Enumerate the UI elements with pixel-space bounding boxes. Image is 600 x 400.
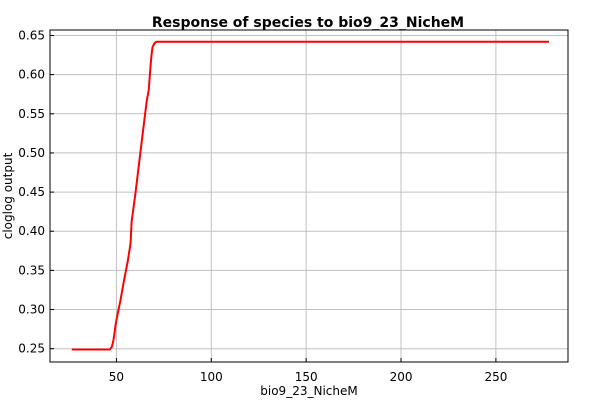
series-layer [71, 40, 549, 351]
y-tick-label: 0.30 [18, 303, 45, 317]
x-tick-label: 150 [295, 370, 318, 384]
y-tick-label: 0.65 [18, 28, 45, 42]
y-tick-label: 0.50 [18, 146, 45, 160]
x-tick-label: 100 [200, 370, 223, 384]
x-tick-label: 200 [390, 370, 413, 384]
y-tick-label: 0.35 [18, 263, 45, 277]
y-tick-label: 0.45 [18, 185, 45, 199]
ticks: 50 100 150 200 250 0.25 0.30 0.35 0.40 0.45 0.50 0.… [18, 28, 507, 384]
y-tick-label: 0.60 [18, 68, 45, 82]
x-tick-label: 50 [109, 370, 124, 384]
x-tick-label: 250 [484, 370, 507, 384]
y-axis-label: cloglog output [1, 152, 15, 239]
y-tick-label: 0.25 [18, 342, 45, 356]
grid [50, 30, 568, 362]
y-tick-label: 0.55 [18, 107, 45, 121]
y-tick-label: 0.40 [18, 224, 45, 238]
chart-title: Response of species to bio9_23_NicheM [152, 15, 464, 31]
series-line [71, 40, 549, 351]
x-axis-label: bio9_23_NicheM [260, 384, 357, 398]
plot-frame [49, 29, 569, 363]
